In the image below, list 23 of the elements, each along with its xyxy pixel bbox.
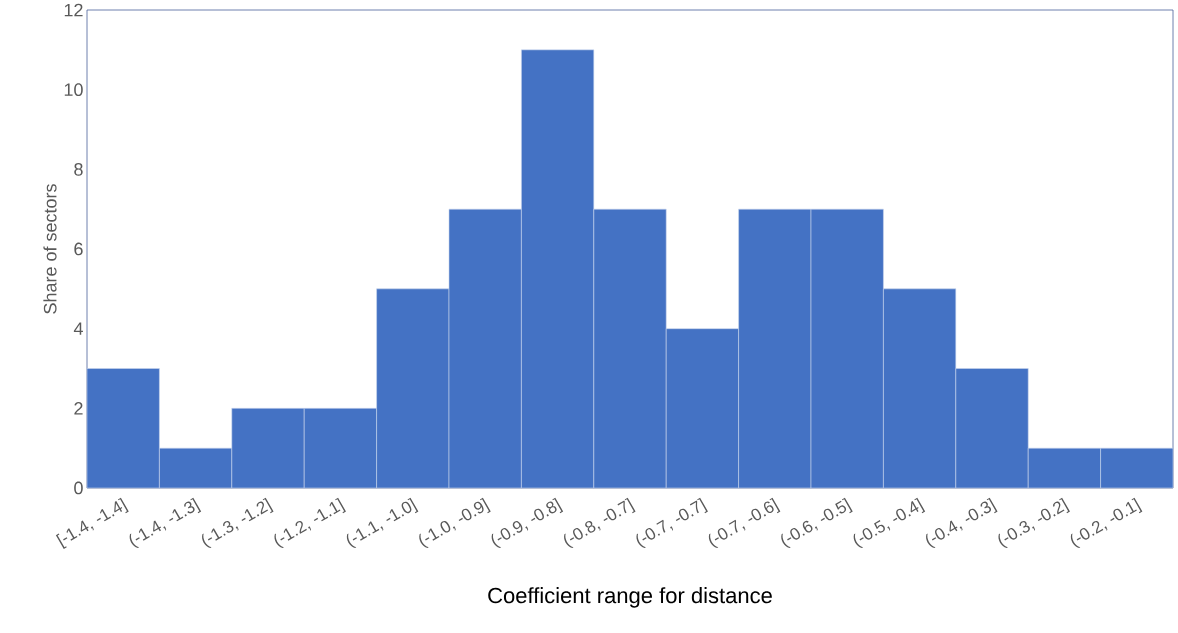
y-tick-label: 2: [74, 402, 83, 415]
x-tick-label: (-0.4, -0.3]: [926, 497, 998, 548]
x-tick-label: (-0.9, -0.8]: [491, 497, 564, 548]
x-tick-label: (-1.1, -1.0]: [346, 497, 419, 548]
x-tick-label: (-0.5, -0.4]: [853, 497, 926, 548]
x-tick-label: (-0.8, -0.7]: [564, 497, 636, 548]
y-tick-label: 12: [64, 3, 83, 17]
y-tick-label: 6: [74, 242, 83, 256]
x-tick-label: (-0.7, -0.7]: [636, 497, 708, 548]
x-tick-label: (-1.2, -1.1]: [274, 497, 346, 548]
y-tick-label: 10: [64, 83, 83, 97]
x-tick-label: (-0.3, -0.2]: [998, 497, 1070, 548]
x-axis-title: Coefficient range for distance: [488, 587, 772, 608]
x-tick-label: (-0.6, -0.5]: [781, 497, 853, 548]
y-axis-title: Share of sectors: [43, 184, 57, 314]
x-tick-label: (-1.4, -1.3]: [129, 497, 202, 548]
y-tick-label: 0: [74, 481, 83, 495]
y-tick-label: 8: [74, 162, 83, 176]
y-tick-label: 4: [73, 322, 83, 335]
x-tick-label: (-0.7, -0.6]: [708, 497, 781, 548]
x-tick-label: (-1.3, -1.2]: [202, 497, 274, 548]
x-tick-label: (-0.2, -0.1]: [1070, 497, 1143, 548]
x-tick-label: (-1.0, -0.9]: [419, 497, 491, 548]
